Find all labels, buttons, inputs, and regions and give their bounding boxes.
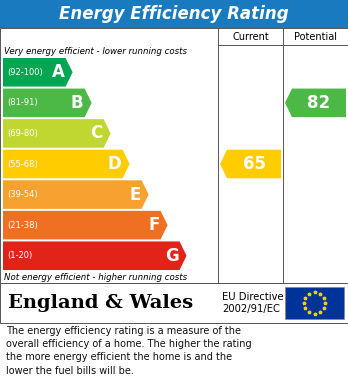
Bar [0, 283, 348, 323]
Text: EU Directive
2002/91/EC: EU Directive 2002/91/EC [222, 292, 284, 314]
Text: (21-38): (21-38) [7, 221, 38, 230]
Text: A: A [52, 63, 65, 81]
Text: (39-54): (39-54) [7, 190, 38, 199]
Text: F: F [148, 216, 160, 234]
Text: B: B [71, 94, 84, 112]
Bar [0, 0, 348, 28]
Polygon shape [220, 150, 281, 178]
Text: (1-20): (1-20) [7, 251, 32, 260]
Text: 65: 65 [243, 155, 266, 173]
Text: D: D [108, 155, 121, 173]
Text: (92-100): (92-100) [7, 68, 43, 77]
Bar [285, 287, 344, 319]
Text: (55-68): (55-68) [7, 160, 38, 169]
Text: England & Wales: England & Wales [8, 294, 193, 312]
Text: Potential: Potential [294, 32, 337, 41]
Text: E: E [129, 186, 141, 204]
Text: (81-91): (81-91) [7, 99, 38, 108]
Polygon shape [285, 89, 346, 117]
Polygon shape [3, 180, 149, 209]
Text: C: C [90, 124, 103, 142]
Text: (69-80): (69-80) [7, 129, 38, 138]
Text: G: G [165, 247, 179, 265]
Text: Energy Efficiency Rating: Energy Efficiency Rating [59, 5, 289, 23]
Bar [0, 28, 348, 283]
Polygon shape [3, 58, 73, 86]
Polygon shape [3, 241, 187, 270]
Polygon shape [3, 211, 168, 239]
Text: Current: Current [232, 32, 269, 41]
Text: Not energy efficient - higher running costs: Not energy efficient - higher running co… [4, 273, 187, 282]
Polygon shape [3, 89, 92, 117]
Text: The energy efficiency rating is a measure of the
overall efficiency of a home. T: The energy efficiency rating is a measur… [6, 326, 252, 376]
Text: 82: 82 [307, 94, 331, 112]
Text: Very energy efficient - lower running costs: Very energy efficient - lower running co… [4, 47, 187, 56]
Polygon shape [3, 150, 129, 178]
Polygon shape [3, 119, 111, 148]
